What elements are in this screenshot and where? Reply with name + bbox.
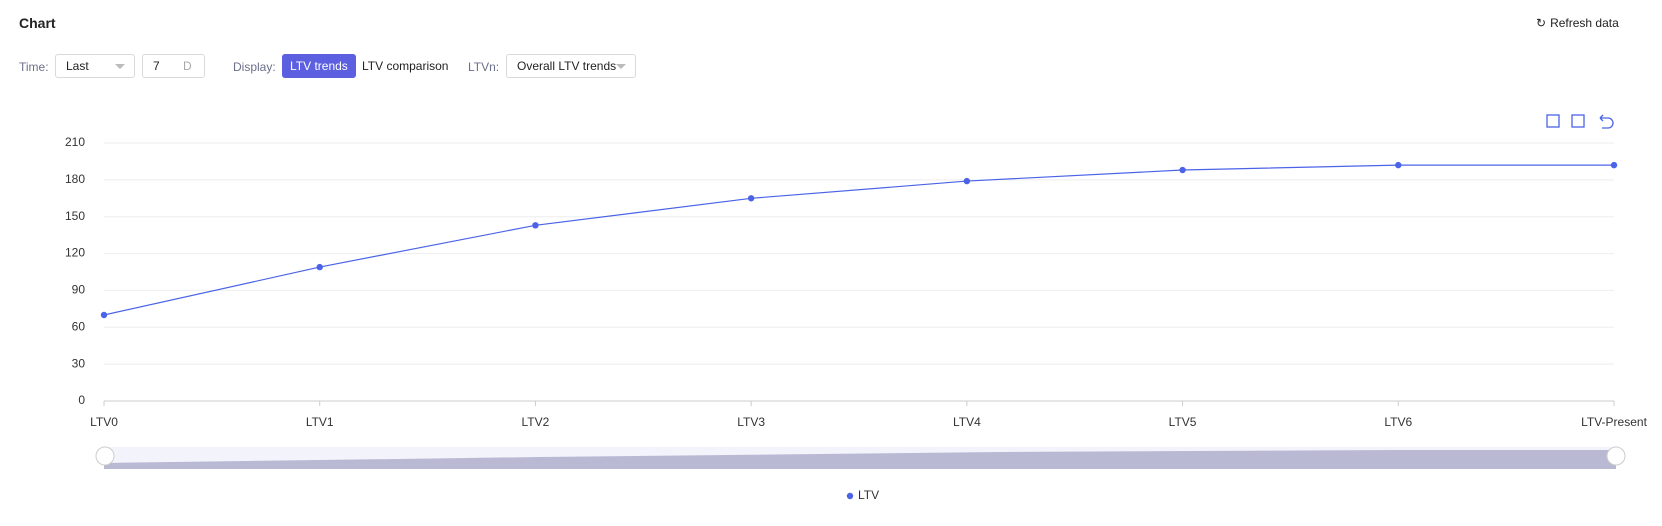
y-tick-label: 90 bbox=[72, 283, 86, 297]
data-zoom bbox=[95, 446, 1626, 469]
x-tick-label: LTV0 bbox=[90, 415, 118, 429]
x-tick-label: LTV4 bbox=[953, 415, 981, 429]
ltvn-value: Overall LTV trends bbox=[517, 59, 617, 73]
y-tick-label: 180 bbox=[65, 172, 85, 186]
data-point bbox=[532, 222, 539, 229]
time-value: 7 bbox=[153, 59, 160, 73]
time-mode-select[interactable]: Last bbox=[55, 54, 135, 78]
y-tick-label: 60 bbox=[72, 319, 86, 333]
ltvn-select[interactable]: Overall LTV trends bbox=[506, 54, 636, 78]
data-point bbox=[1610, 161, 1618, 169]
y-tick-label: 30 bbox=[72, 356, 86, 370]
y-tick-label: 210 bbox=[65, 135, 85, 149]
data-point bbox=[747, 195, 755, 202]
y-tick-label: 150 bbox=[65, 209, 85, 223]
toolbox bbox=[1546, 114, 1614, 129]
legend-label: LTV bbox=[858, 488, 879, 502]
zoom-handle[interactable] bbox=[95, 446, 115, 466]
x-tick-label: LTV3 bbox=[737, 415, 765, 429]
zoom-preview bbox=[104, 450, 1616, 469]
zoom-icon[interactable] bbox=[1546, 114, 1560, 128]
time-label: Time: bbox=[19, 60, 49, 74]
y-tick-label: 0 bbox=[78, 393, 85, 407]
x-tick-label: LTV2 bbox=[522, 415, 550, 429]
refresh-text: Refresh data bbox=[1550, 16, 1619, 30]
x-tick-label: LTV6 bbox=[1384, 415, 1412, 429]
data-point bbox=[1395, 161, 1402, 169]
restore-icon[interactable] bbox=[1599, 114, 1614, 129]
data-point bbox=[100, 311, 108, 319]
legend-marker bbox=[846, 492, 854, 500]
data-point bbox=[1179, 166, 1186, 174]
display-option-active[interactable]: LTV trends bbox=[282, 54, 356, 78]
series-line bbox=[103, 164, 1614, 316]
display-label: Display: bbox=[233, 60, 276, 74]
y-tick-label: 120 bbox=[65, 246, 85, 260]
time-mode: Last bbox=[66, 59, 89, 73]
x-tick-label: LTV1 bbox=[306, 415, 334, 429]
display-option[interactable]: LTV comparison bbox=[362, 59, 449, 73]
x-tick-label: LTV5 bbox=[1169, 415, 1197, 429]
page-title: Chart bbox=[19, 15, 56, 31]
zoom-reset-icon[interactable] bbox=[1571, 114, 1585, 128]
ltvn-label: LTVn: bbox=[468, 60, 500, 74]
refresh-button[interactable]: ↻ Refresh data bbox=[1536, 16, 1619, 30]
zoom-handle[interactable] bbox=[1606, 446, 1626, 466]
time-unit: D bbox=[183, 59, 192, 73]
data-point bbox=[316, 263, 323, 271]
x-tick-label: LTV-Present bbox=[1581, 415, 1647, 429]
data-point bbox=[963, 177, 971, 185]
